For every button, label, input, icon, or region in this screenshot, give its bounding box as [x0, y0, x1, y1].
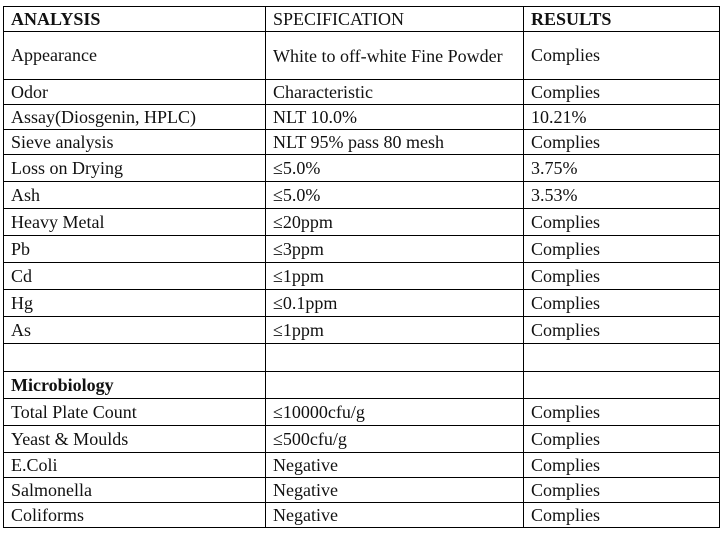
header-analysis: ANALYSIS	[3, 6, 266, 32]
result-cell: 3.53%	[523, 181, 720, 209]
spec-cell: ≤10000cfu/g	[265, 398, 524, 426]
analysis-cell: Pb	[3, 235, 266, 263]
result-cell: 3.75%	[523, 154, 720, 182]
analysis-cell: Heavy Metal	[3, 208, 266, 236]
analysis-cell: Assay(Diosgenin, HPLC)	[3, 104, 266, 130]
spec-cell: ≤20ppm	[265, 208, 524, 236]
spec-cell: ≤3ppm	[265, 235, 524, 263]
spec-cell: ≤500cfu/g	[265, 425, 524, 453]
table-row: Total Plate Count ≤10000cfu/g Complies	[3, 398, 720, 426]
table-row: Ash ≤5.0% 3.53%	[3, 181, 720, 209]
table-row: Sieve analysis NLT 95% pass 80 mesh Comp…	[3, 129, 720, 155]
table-row: Heavy Metal ≤20ppm Complies	[3, 208, 720, 236]
result-cell: Complies	[523, 316, 720, 344]
result-cell: Complies	[523, 262, 720, 290]
table-row: Cd ≤1ppm Complies	[3, 262, 720, 290]
blank-cell	[3, 343, 266, 372]
spec-cell: ≤0.1ppm	[265, 289, 524, 317]
spec-cell: Negative	[265, 477, 524, 503]
result-cell: Complies	[523, 502, 720, 528]
table-row: Salmonella Negative Complies	[3, 477, 720, 503]
table-row: Hg ≤0.1ppm Complies	[3, 289, 720, 317]
analysis-cell: Coliforms	[3, 502, 266, 528]
spec-cell: Negative	[265, 502, 524, 528]
header-specification: SPECIFICATION	[265, 6, 524, 32]
table-row: Assay(Diosgenin, HPLC) NLT 10.0% 10.21%	[3, 104, 720, 130]
table-row: Loss on Drying ≤5.0% 3.75%	[3, 154, 720, 182]
blank-cell	[523, 371, 720, 399]
result-cell: Complies	[523, 79, 720, 105]
spec-cell: NLT 95% pass 80 mesh	[265, 129, 524, 155]
result-cell: Complies	[523, 208, 720, 236]
header-row: ANALYSIS SPECIFICATION RESULTS	[3, 6, 720, 32]
analysis-table: ANALYSIS SPECIFICATION RESULTS Appearanc…	[3, 6, 720, 528]
analysis-cell: Appearance	[3, 31, 266, 80]
spec-cell: White to off-white Fine Powder	[265, 31, 524, 80]
analysis-cell: As	[3, 316, 266, 344]
table-row: E.Coli Negative Complies	[3, 452, 720, 478]
spec-cell: Characteristic	[265, 79, 524, 105]
analysis-cell: E.Coli	[3, 452, 266, 478]
analysis-cell: Total Plate Count	[3, 398, 266, 426]
table-row: Yeast & Moulds ≤500cfu/g Complies	[3, 425, 720, 453]
blank-cell	[523, 343, 720, 372]
analysis-cell: Ash	[3, 181, 266, 209]
analysis-cell: Hg	[3, 289, 266, 317]
table-row: Pb ≤3ppm Complies	[3, 235, 720, 263]
spec-cell: ≤5.0%	[265, 181, 524, 209]
table-row: Odor Characteristic Complies	[3, 79, 720, 105]
analysis-cell: Loss on Drying	[3, 154, 266, 182]
blank-cell	[265, 343, 524, 372]
analysis-cell: Odor	[3, 79, 266, 105]
spec-cell: NLT 10.0%	[265, 104, 524, 130]
spec-cell: ≤1ppm	[265, 316, 524, 344]
table-row: Appearance White to off-white Fine Powde…	[3, 31, 720, 80]
result-cell: 10.21%	[523, 104, 720, 130]
section-title-microbiology: Microbiology	[3, 371, 266, 399]
result-cell: Complies	[523, 477, 720, 503]
analysis-cell: Cd	[3, 262, 266, 290]
blank-cell	[265, 371, 524, 399]
blank-row	[3, 343, 720, 372]
header-results: RESULTS	[523, 6, 720, 32]
analysis-cell: Sieve analysis	[3, 129, 266, 155]
result-cell: Complies	[523, 31, 720, 80]
spec-cell: Negative	[265, 452, 524, 478]
analysis-cell: Yeast & Moulds	[3, 425, 266, 453]
result-cell: Complies	[523, 425, 720, 453]
result-cell: Complies	[523, 289, 720, 317]
table-row: As ≤1ppm Complies	[3, 316, 720, 344]
spec-cell: ≤1ppm	[265, 262, 524, 290]
analysis-cell: Salmonella	[3, 477, 266, 503]
result-cell: Complies	[523, 452, 720, 478]
table-row: Coliforms Negative Complies	[3, 502, 720, 528]
section-row: Microbiology	[3, 371, 720, 399]
spec-cell: ≤5.0%	[265, 154, 524, 182]
result-cell: Complies	[523, 129, 720, 155]
result-cell: Complies	[523, 235, 720, 263]
result-cell: Complies	[523, 398, 720, 426]
